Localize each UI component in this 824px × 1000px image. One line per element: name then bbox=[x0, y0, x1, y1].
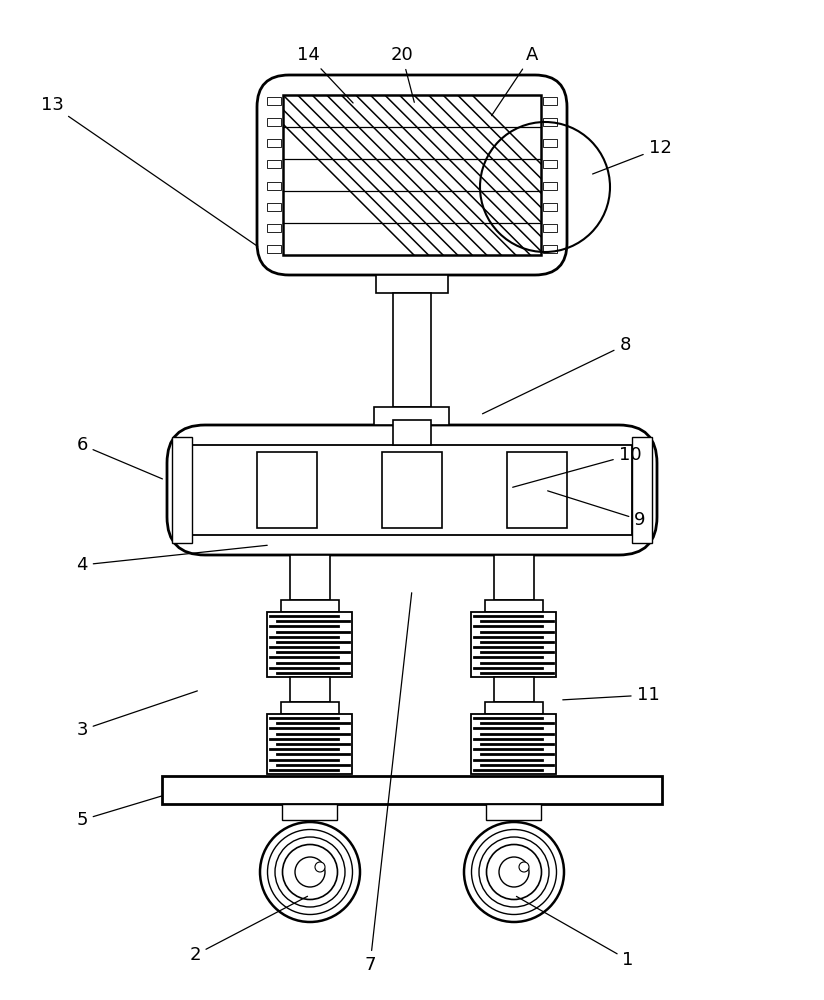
Bar bbox=[471, 612, 556, 677]
Text: 13: 13 bbox=[40, 96, 258, 246]
Bar bbox=[543, 118, 557, 126]
Bar bbox=[485, 600, 543, 612]
Bar bbox=[290, 677, 330, 702]
Text: 20: 20 bbox=[391, 46, 414, 102]
Circle shape bbox=[479, 837, 549, 907]
FancyBboxPatch shape bbox=[257, 75, 567, 275]
Bar bbox=[393, 420, 431, 445]
Text: 3: 3 bbox=[77, 691, 198, 739]
Bar bbox=[283, 804, 338, 820]
Circle shape bbox=[268, 830, 353, 914]
Bar bbox=[257, 452, 317, 528]
Bar bbox=[281, 600, 339, 612]
Bar bbox=[543, 139, 557, 147]
Bar bbox=[543, 97, 557, 105]
Bar bbox=[543, 160, 557, 168]
Text: 14: 14 bbox=[297, 46, 353, 103]
Bar bbox=[632, 437, 652, 543]
Bar bbox=[494, 555, 534, 600]
Circle shape bbox=[464, 822, 564, 922]
Circle shape bbox=[519, 862, 529, 872]
Bar bbox=[543, 182, 557, 190]
Bar bbox=[543, 203, 557, 211]
Bar bbox=[162, 776, 662, 804]
Bar bbox=[376, 275, 448, 293]
Bar bbox=[172, 437, 192, 543]
Bar bbox=[393, 293, 431, 407]
Text: 5: 5 bbox=[77, 796, 162, 829]
Bar bbox=[382, 452, 442, 528]
Circle shape bbox=[260, 822, 360, 922]
Circle shape bbox=[486, 844, 541, 900]
Bar bbox=[268, 714, 353, 774]
Circle shape bbox=[315, 862, 325, 872]
Text: 11: 11 bbox=[563, 686, 659, 704]
Bar bbox=[268, 612, 353, 677]
Text: 10: 10 bbox=[513, 446, 641, 487]
Circle shape bbox=[499, 857, 529, 887]
Circle shape bbox=[471, 830, 556, 914]
Bar bbox=[507, 452, 567, 528]
Bar bbox=[471, 714, 556, 774]
Bar bbox=[267, 224, 281, 232]
Text: 8: 8 bbox=[483, 336, 630, 414]
Bar bbox=[267, 245, 281, 253]
Text: 2: 2 bbox=[190, 896, 307, 964]
FancyBboxPatch shape bbox=[167, 425, 657, 555]
Bar bbox=[485, 702, 543, 714]
Bar bbox=[486, 804, 541, 820]
Text: 9: 9 bbox=[548, 491, 646, 529]
Circle shape bbox=[275, 837, 345, 907]
Text: 6: 6 bbox=[77, 436, 162, 479]
Bar bbox=[543, 245, 557, 253]
Bar bbox=[267, 203, 281, 211]
Bar bbox=[281, 702, 339, 714]
Text: A: A bbox=[492, 46, 538, 116]
Bar bbox=[267, 97, 281, 105]
Bar bbox=[374, 407, 450, 425]
Bar bbox=[267, 160, 281, 168]
Text: 4: 4 bbox=[77, 545, 267, 574]
Text: 1: 1 bbox=[517, 896, 634, 969]
Text: 7: 7 bbox=[364, 593, 412, 974]
Bar bbox=[267, 182, 281, 190]
Bar bbox=[192, 445, 632, 535]
Bar bbox=[290, 555, 330, 600]
Bar bbox=[494, 677, 534, 702]
Circle shape bbox=[283, 844, 338, 900]
Bar bbox=[543, 224, 557, 232]
Text: 12: 12 bbox=[592, 139, 672, 174]
Circle shape bbox=[295, 857, 325, 887]
Bar bbox=[267, 139, 281, 147]
Bar bbox=[283, 95, 541, 255]
Bar bbox=[267, 118, 281, 126]
